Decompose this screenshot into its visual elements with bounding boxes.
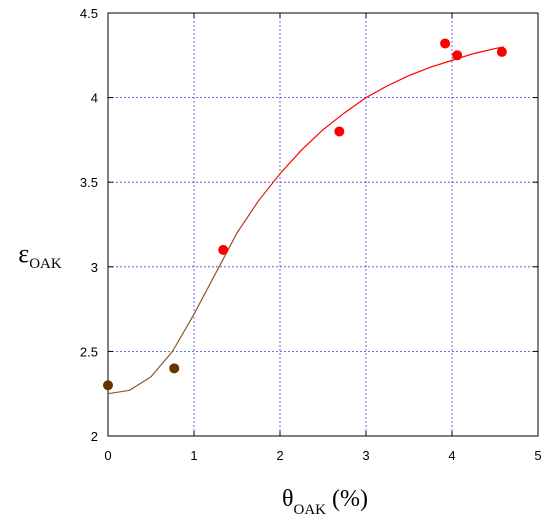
- ticks: 0 1 2 3 4 5 2 2.5 3 3.5 4 4.5: [80, 6, 542, 463]
- data-point: [169, 363, 180, 374]
- y-tick-label: 3: [91, 260, 98, 275]
- data-point: [496, 46, 507, 57]
- y-tick-label: 2: [91, 429, 98, 444]
- y-tick-label: 3.5: [80, 175, 98, 190]
- fit-curve: [107, 46, 504, 395]
- x-tick-label: 1: [190, 448, 197, 463]
- data-point: [103, 380, 113, 391]
- y-axis-label: εOAK: [18, 239, 62, 272]
- data-point: [452, 50, 463, 61]
- data-point: [218, 244, 229, 255]
- y-tick-label: 4: [91, 91, 98, 106]
- x-axis-label: θOAK (%): [282, 486, 368, 518]
- x-tick-label: 2: [276, 448, 283, 463]
- plot-frame: [107, 12, 539, 437]
- data-point: [334, 126, 345, 137]
- data-points: [103, 38, 507, 391]
- y-tick-label: 4.5: [80, 6, 98, 21]
- grid: [108, 13, 538, 436]
- data-point: [440, 38, 451, 49]
- x-tick-label: 3: [362, 448, 369, 463]
- fit-curve-line: [107, 46, 504, 395]
- x-tick-label: 5: [534, 448, 541, 463]
- y-tick-label: 2.5: [80, 344, 98, 359]
- x-tick-label: 0: [104, 448, 111, 463]
- x-tick-label: 4: [448, 448, 455, 463]
